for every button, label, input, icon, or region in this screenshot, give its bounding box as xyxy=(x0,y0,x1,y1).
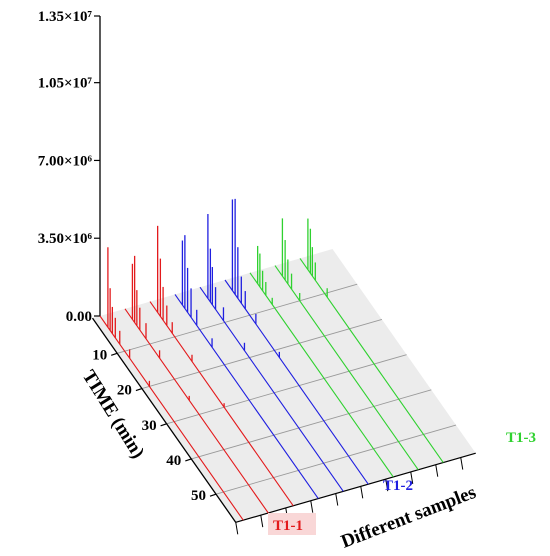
floor-grid-line xyxy=(191,389,432,460)
floor-grid-line xyxy=(215,424,457,495)
time-tick-label: 50 xyxy=(191,488,206,504)
sample-axis-tick xyxy=(335,493,339,506)
y-tick-label: 1.35×10⁷ xyxy=(38,9,93,25)
y-tick-label: 1.05×10⁷ xyxy=(38,76,93,92)
series-label-t1-1: T1-1 xyxy=(268,513,316,535)
sample-axis-tick xyxy=(260,515,264,528)
chart-floor xyxy=(92,249,476,535)
sample-axis-tick xyxy=(385,479,389,492)
series-name-t1-2: T1-2 xyxy=(383,478,413,494)
time-axis-tick xyxy=(111,352,118,356)
time-axis-tick xyxy=(160,423,167,427)
trace-baseline xyxy=(199,286,344,492)
time-tick-label: 30 xyxy=(142,418,157,434)
trace-baseline xyxy=(249,272,394,478)
series-name-t1-1: T1-1 xyxy=(273,518,303,534)
sample-axis-tick xyxy=(460,457,464,470)
trace-baseline xyxy=(274,265,419,471)
sample-axis-tick xyxy=(435,464,439,477)
time-tick-label: 10 xyxy=(92,347,107,363)
trace-baseline xyxy=(124,308,269,514)
sample-trace xyxy=(224,198,369,485)
sample-axis-tick xyxy=(235,522,239,535)
sample-trace xyxy=(149,225,294,507)
trace-baseline xyxy=(299,258,444,463)
sample-trace xyxy=(249,245,394,478)
sample-axis-line xyxy=(235,452,476,523)
time-tick-label: 20 xyxy=(117,383,132,399)
time-tick-label: 40 xyxy=(166,453,181,469)
floor-grid-line xyxy=(166,354,407,425)
y-axis: 0.00 3.50×10⁶ 7.00×10⁶ 1.05×10⁷ 1.35×10⁷ xyxy=(38,9,101,325)
sample-axis-tick xyxy=(360,486,364,499)
y-tick-label: 7.00×10⁶ xyxy=(38,153,93,169)
trace-baseline xyxy=(224,279,369,485)
series-name-t1-3: T1-3 xyxy=(506,430,536,446)
sample-trace xyxy=(199,214,344,492)
sample-trace xyxy=(299,218,444,463)
sample-axis-tick xyxy=(310,500,314,513)
trace-baseline xyxy=(149,301,294,507)
time-axis-tick xyxy=(185,458,192,462)
time-axis-tick xyxy=(135,387,143,392)
floor-grid-line xyxy=(141,319,383,389)
floor-grid-line xyxy=(117,283,358,354)
y-tick-label: 0.00 xyxy=(66,309,92,325)
y-tick-label: 3.50×10⁶ xyxy=(38,231,93,247)
sample-trace xyxy=(274,218,419,471)
sample-traces xyxy=(99,198,444,521)
sample-axis-tick xyxy=(410,471,414,485)
time-axis-line xyxy=(91,317,237,523)
time-axis-tick xyxy=(209,493,217,497)
sample-trace xyxy=(124,255,269,514)
time-axis: 10 20 30 40 50 xyxy=(91,317,237,523)
trace-baseline xyxy=(99,315,244,521)
trace-baseline xyxy=(174,294,319,499)
sample-trace xyxy=(99,247,244,521)
sample-trace xyxy=(174,235,319,499)
